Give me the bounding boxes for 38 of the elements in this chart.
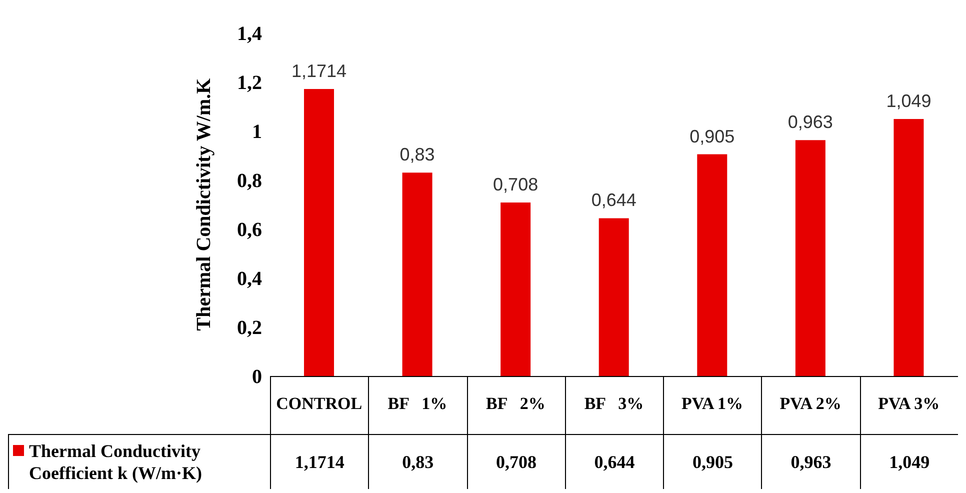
text: 0,708 bbox=[493, 174, 538, 195]
y-tick-label: 1,2 bbox=[237, 72, 262, 94]
bar bbox=[795, 140, 826, 376]
y-tick-label: 1,4 bbox=[237, 23, 262, 46]
text: 0,905 bbox=[690, 126, 735, 146]
y-axis-title: Thermal Condictivity W/m.K bbox=[193, 78, 215, 331]
x-tick-label: PVA 3% bbox=[878, 394, 940, 413]
y-tick-label: 0,2 bbox=[237, 317, 262, 340]
y-tick-label: 0,6 bbox=[237, 219, 262, 242]
x-tick-label: BF 1% bbox=[388, 394, 448, 413]
text: 1,049 bbox=[886, 90, 932, 111]
text: 0,83 bbox=[400, 144, 435, 165]
x-tick-label: BF 3% bbox=[584, 394, 644, 413]
text: 0,963 bbox=[788, 112, 833, 132]
bar bbox=[697, 154, 728, 376]
y-tick-label: 0,8 bbox=[237, 170, 262, 192]
data-label: 0,644 bbox=[594, 452, 635, 472]
bar bbox=[402, 172, 432, 376]
text: 0,644 bbox=[591, 190, 636, 210]
bar bbox=[894, 118, 924, 376]
data-label: 1,049 bbox=[889, 452, 930, 472]
x-tick-label: PVA 2% bbox=[780, 394, 842, 413]
x-tick-label: BF 2% bbox=[486, 394, 546, 413]
x-tick-label: PVA 1% bbox=[682, 394, 744, 413]
text: 1,1714 bbox=[291, 61, 347, 82]
data-label: 0,83 bbox=[402, 452, 434, 472]
y-tick-label: 1 bbox=[252, 121, 262, 144]
data-label: 0,963 bbox=[790, 452, 832, 472]
data-label: 0,905 bbox=[692, 452, 734, 472]
y-tick-label: 0 bbox=[252, 366, 262, 388]
legend-label: Thermal Conductivity Coefficient k (W/m·K) bbox=[29, 440, 203, 484]
bar bbox=[304, 89, 334, 376]
y-tick-label: 0,4 bbox=[237, 268, 262, 290]
bar bbox=[500, 202, 531, 376]
data-label: 0,708 bbox=[496, 452, 536, 472]
bar bbox=[598, 218, 629, 376]
x-tick-label: CONTROL bbox=[276, 394, 362, 413]
data-label: 1,1714 bbox=[294, 452, 344, 472]
